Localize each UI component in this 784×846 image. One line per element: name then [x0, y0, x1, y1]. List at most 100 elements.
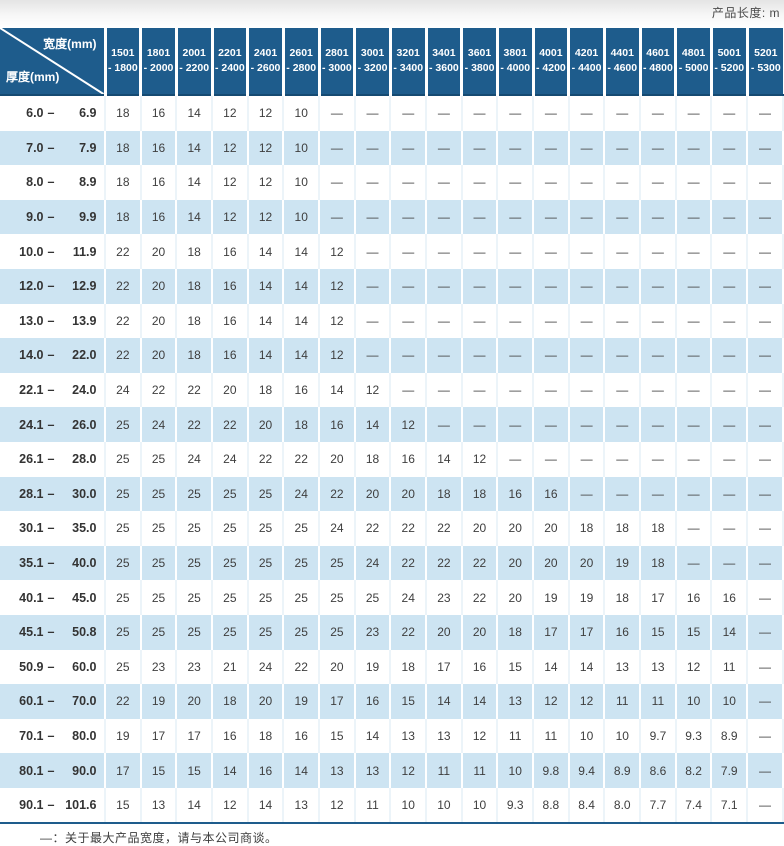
length-value-cell: — — [426, 234, 463, 269]
thickness-range-label: 8.0–8.9 — [0, 165, 106, 200]
length-value-cell: — — [461, 165, 499, 200]
length-value-cell: — — [533, 372, 570, 408]
length-value-cell: 22 — [283, 441, 321, 477]
length-value-cell: 14 — [354, 407, 392, 442]
width-header-cell: 2801- 3000 — [319, 28, 357, 96]
length-value-cell: — — [533, 338, 570, 373]
length-value-cell: 20 — [390, 476, 428, 512]
length-value-cell: — — [390, 372, 428, 408]
length-value-cell: — — [533, 199, 570, 235]
thickness-range-label: 7.0–7.9 — [0, 130, 106, 166]
length-value-cell: — — [568, 268, 606, 304]
length-value-cell: — — [390, 234, 428, 269]
length-value-cell: 12 — [212, 165, 249, 200]
length-value-cell: 15 — [675, 614, 713, 650]
length-value-cell: 24 — [105, 372, 142, 408]
length-value-cell: 15 — [497, 649, 535, 685]
thickness-range-label: 30.1–35.0 — [0, 511, 106, 546]
length-value-cell: 13 — [497, 684, 535, 719]
length-value-cell: — — [675, 303, 713, 339]
length-value-cell: 18 — [640, 511, 677, 546]
length-value-cell: 10 — [497, 753, 535, 788]
length-value-cell: — — [675, 441, 713, 477]
length-value-cell: 12 — [354, 372, 392, 408]
thickness-range-label: 10.0–11.9 — [0, 234, 106, 269]
length-value-cell: 20 — [354, 476, 392, 512]
length-value-cell: 18 — [604, 511, 642, 546]
length-value-cell: 22 — [105, 234, 142, 269]
length-value-cell: — — [426, 165, 463, 200]
thickness-range-label: 22.1–24.0 — [0, 372, 106, 408]
length-value-cell: 22 — [461, 545, 499, 581]
length-value-cell: 24 — [283, 476, 321, 512]
length-value-cell: 24 — [247, 649, 285, 685]
length-value-cell: 22 — [105, 684, 142, 719]
length-value-cell: 25 — [105, 407, 142, 442]
length-value-cell: 19 — [568, 580, 606, 615]
length-value-cell: 14 — [247, 234, 285, 269]
length-value-cell: 14 — [426, 441, 463, 477]
length-value-cell: — — [604, 476, 642, 512]
thickness-range-label: 24.1–26.0 — [0, 407, 106, 442]
length-value-cell: 22 — [283, 649, 321, 685]
length-value-cell: — — [747, 303, 784, 339]
length-value-cell: 25 — [176, 476, 214, 512]
length-value-cell: 25 — [176, 545, 214, 581]
length-value-cell: 23 — [354, 614, 392, 650]
length-value-cell: — — [390, 338, 428, 373]
length-value-cell: — — [354, 130, 392, 166]
length-value-cell: 20 — [247, 684, 285, 719]
length-value-cell: 22 — [426, 545, 463, 581]
length-value-cell: — — [568, 199, 606, 235]
thickness-range-label: 12.0–12.9 — [0, 268, 106, 304]
table-row: 28.1–30.0 25 25 25 25 25 24 22 20 20 18 18 16 16— — — — —… — [0, 476, 784, 512]
table-row: 35.1–40.0 25 25 25 25 25 25 25 24 22 22 22 20 20 20 19 1… — [0, 545, 784, 581]
length-value-cell: 12 — [319, 303, 356, 339]
length-value-cell: — — [747, 545, 784, 581]
length-value-cell: 18 — [176, 303, 214, 339]
thickness-range-label: 35.1–40.0 — [0, 545, 106, 581]
width-header-cell: 4801- 5000 — [675, 28, 713, 96]
length-value-cell: 22 — [105, 268, 142, 304]
length-value-cell: 22 — [319, 476, 356, 512]
length-value-cell: 16 — [212, 303, 249, 339]
length-value-cell: 17 — [105, 753, 142, 788]
length-value-cell: — — [640, 130, 677, 166]
length-value-cell: 25 — [105, 511, 142, 546]
length-value-cell: 17 — [426, 649, 463, 685]
length-value-cell: 20 — [212, 372, 249, 408]
thickness-range-label: 40.1–45.0 — [0, 580, 106, 615]
length-value-cell: — — [747, 407, 784, 442]
length-value-cell: 7.4 — [675, 787, 713, 823]
table-row: 90.1–101.6 15 13 14 12 14 13 12 11 10 10 10 9.3 8.8 8.… — [0, 787, 784, 823]
length-value-cell: — — [640, 441, 677, 477]
length-value-cell: 12 — [212, 95, 249, 131]
width-header-cell: 1501- 1800 — [105, 28, 143, 96]
length-value-cell: — — [319, 199, 356, 235]
length-value-cell: — — [390, 268, 428, 304]
length-value-cell: 17 — [640, 580, 677, 615]
length-value-cell: 20 — [497, 580, 535, 615]
thickness-range-label: 26.1–28.0 — [0, 441, 106, 477]
length-value-cell: — — [604, 130, 642, 166]
length-value-cell: 14 — [176, 130, 214, 166]
length-value-cell: 20 — [140, 234, 178, 269]
width-header-cell: 3801- 4000 — [497, 28, 535, 96]
length-value-cell: 7.9 — [711, 753, 749, 788]
length-value-cell: 11 — [497, 718, 535, 754]
length-value-cell: 16 — [533, 476, 570, 512]
length-value-cell: — — [711, 338, 749, 373]
length-value-cell: 14 — [533, 649, 570, 685]
length-value-cell: 20 — [176, 684, 214, 719]
length-value-cell: — — [426, 95, 463, 131]
length-value-cell: 25 — [319, 614, 356, 650]
width-header-cell: 3401- 3600 — [426, 28, 464, 96]
length-value-cell: — — [354, 199, 392, 235]
length-value-cell: 25 — [105, 649, 142, 685]
length-value-cell: — — [604, 372, 642, 408]
length-value-cell: — — [747, 234, 784, 269]
length-value-cell: 23 — [426, 580, 463, 615]
length-value-cell: 16 — [140, 199, 178, 235]
table-row: 70.1–80.0 19 17 17 16 18 16 15 14 13 13 12 11 11 10 10 9… — [0, 718, 784, 754]
length-value-cell: 16 — [283, 718, 321, 754]
